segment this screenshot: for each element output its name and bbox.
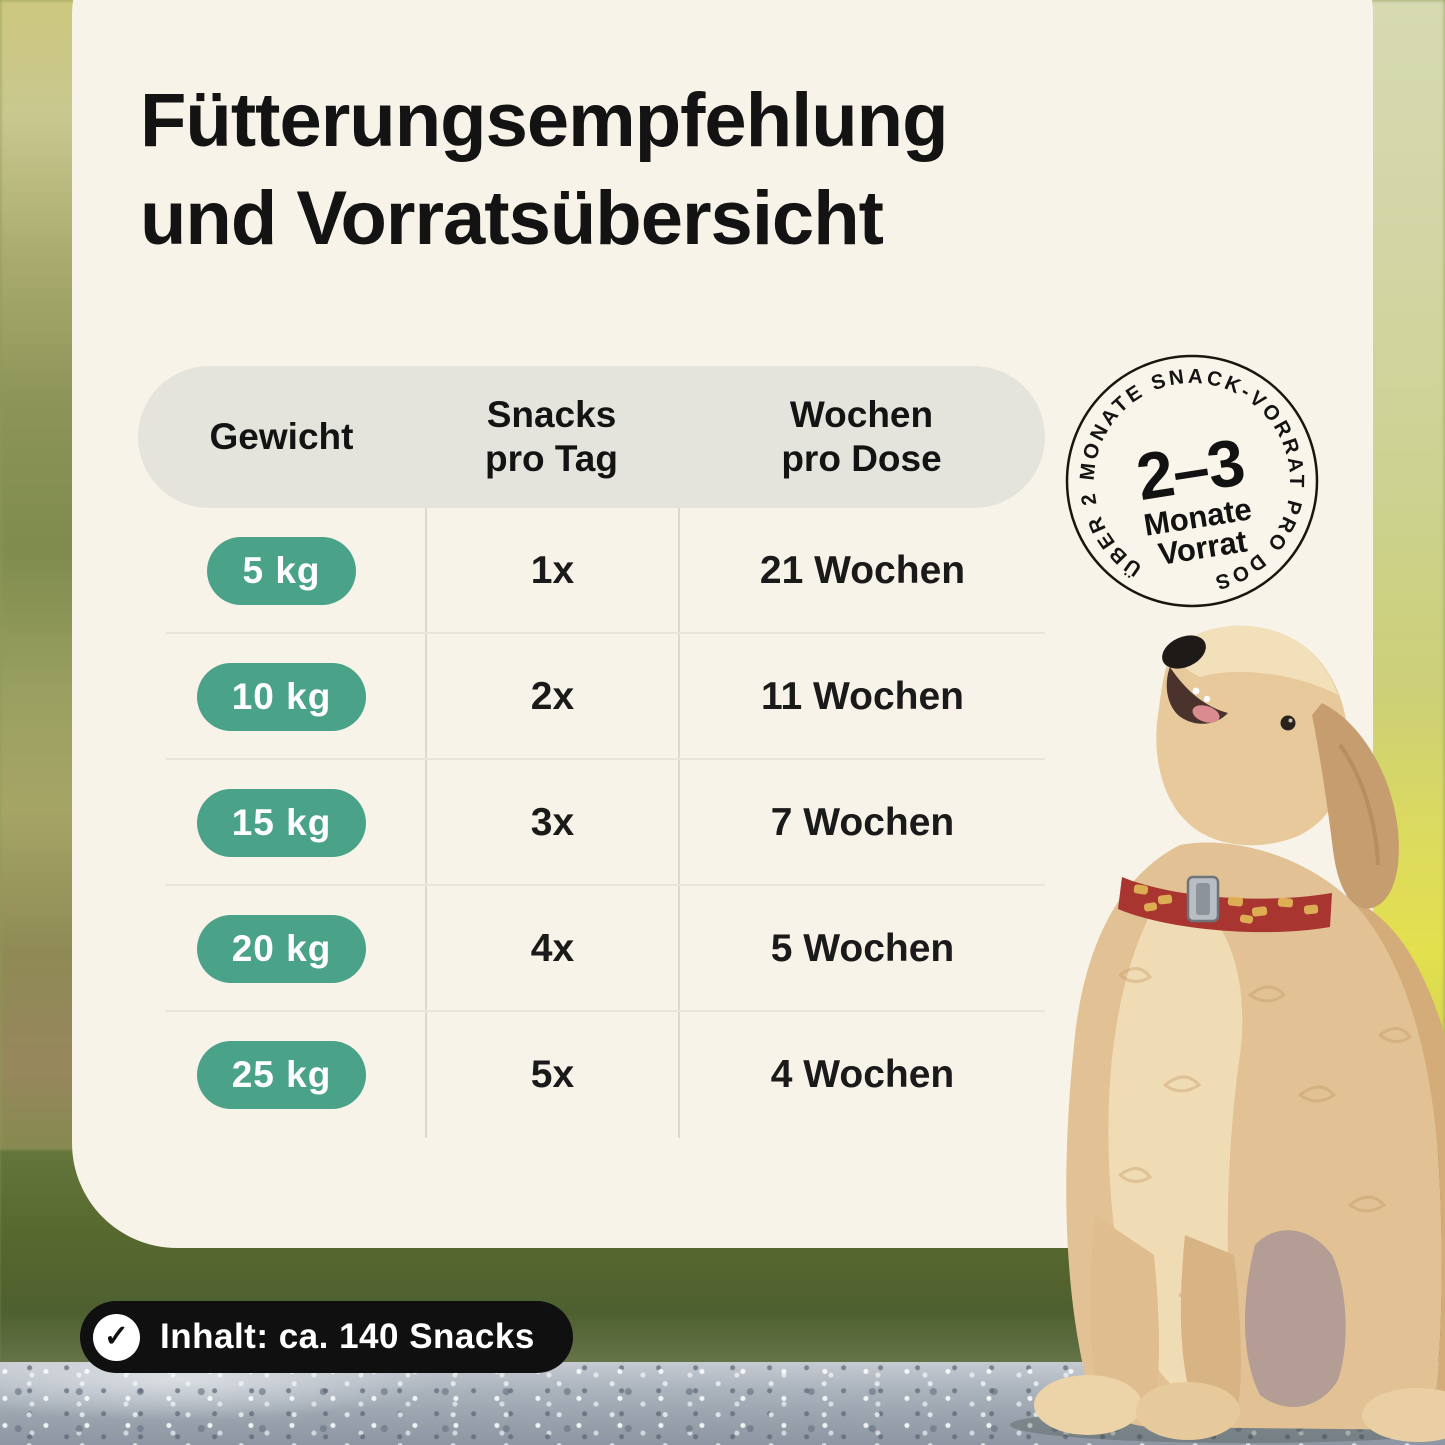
snacks-per-day-value: 5x bbox=[530, 1053, 575, 1096]
snacks-per-day-value: 4x bbox=[530, 927, 575, 970]
table-row: 5 kg 1x 21 Wochen bbox=[138, 508, 1045, 634]
weight-badge: 10 kg bbox=[196, 663, 367, 731]
content-info-pill: ✓ Inhalt: ca. 140 Snacks bbox=[80, 1301, 573, 1373]
weight-badge: 15 kg bbox=[196, 789, 367, 857]
dog-tooth bbox=[1192, 687, 1200, 695]
supply-badge: ÜBER 2 MONATE SNACK-VORRAT PRO DOSE 2–3 … bbox=[1062, 351, 1319, 608]
content-info-label: Inhalt: ca. 140 Snacks bbox=[160, 1317, 535, 1356]
badge-months-range: 2–3 bbox=[1131, 424, 1248, 514]
snacks-per-day-value: 2x bbox=[530, 675, 575, 718]
weeks-per-can-value: 5 Wochen bbox=[770, 927, 955, 970]
dog-tooth bbox=[1203, 695, 1211, 703]
weeks-per-can-value: 4 Wochen bbox=[770, 1053, 955, 1096]
weeks-per-can-value: 11 Wochen bbox=[760, 675, 965, 718]
dog-front-paw bbox=[1136, 1382, 1240, 1440]
dog-front-paw bbox=[1034, 1375, 1142, 1435]
snacks-per-day-value: 3x bbox=[530, 801, 575, 844]
badge-circle bbox=[1065, 354, 1319, 608]
dog-body bbox=[1034, 842, 1445, 1442]
weight-badge: 5 kg bbox=[207, 537, 356, 605]
check-icon: ✓ bbox=[93, 1313, 140, 1361]
dog-photo bbox=[1010, 625, 1445, 1443]
weight-badge: 25 kg bbox=[196, 1041, 367, 1109]
weight-badge: 20 kg bbox=[196, 915, 367, 983]
table-row: 25 kg 5x 4 Wochen bbox=[138, 1012, 1045, 1138]
table-row: 15 kg 3x 7 Wochen bbox=[138, 760, 1045, 886]
weeks-per-can-value: 7 Wochen bbox=[770, 801, 955, 844]
dog-tongue bbox=[1192, 705, 1220, 723]
dog-collar bbox=[1118, 875, 1332, 933]
feeding-table: Gewicht Snacks pro Tag Wochen pro Dose 5… bbox=[138, 366, 1045, 1138]
dog-head bbox=[1156, 625, 1399, 909]
badge-center-text: 2–3 Monate Vorrat bbox=[1131, 424, 1254, 572]
page-title-line1: Fütterungsempfehlung bbox=[140, 78, 949, 163]
dog-nose bbox=[1162, 635, 1206, 669]
page-title: Fütterungsempfehlung und Vorratsübersich… bbox=[140, 72, 949, 268]
weeks-per-can-value: 21 Wochen bbox=[759, 549, 966, 592]
table-header-row: Gewicht Snacks pro Tag Wochen pro Dose bbox=[138, 366, 1045, 508]
column-header-snacks-per-day: Snacks pro Tag bbox=[485, 394, 618, 479]
column-header-weeks-per-can: Wochen pro Dose bbox=[781, 394, 942, 479]
dog-eye bbox=[1280, 715, 1296, 731]
snacks-per-day-value: 1x bbox=[530, 549, 575, 592]
page-title-line2: und Vorratsübersicht bbox=[140, 176, 884, 262]
table-row: 20 kg 4x 5 Wochen bbox=[138, 886, 1045, 1012]
dog-hind-paw bbox=[1362, 1388, 1445, 1442]
table-row: 10 kg 2x 11 Wochen bbox=[138, 634, 1045, 760]
column-header-weight: Gewicht bbox=[209, 416, 354, 458]
